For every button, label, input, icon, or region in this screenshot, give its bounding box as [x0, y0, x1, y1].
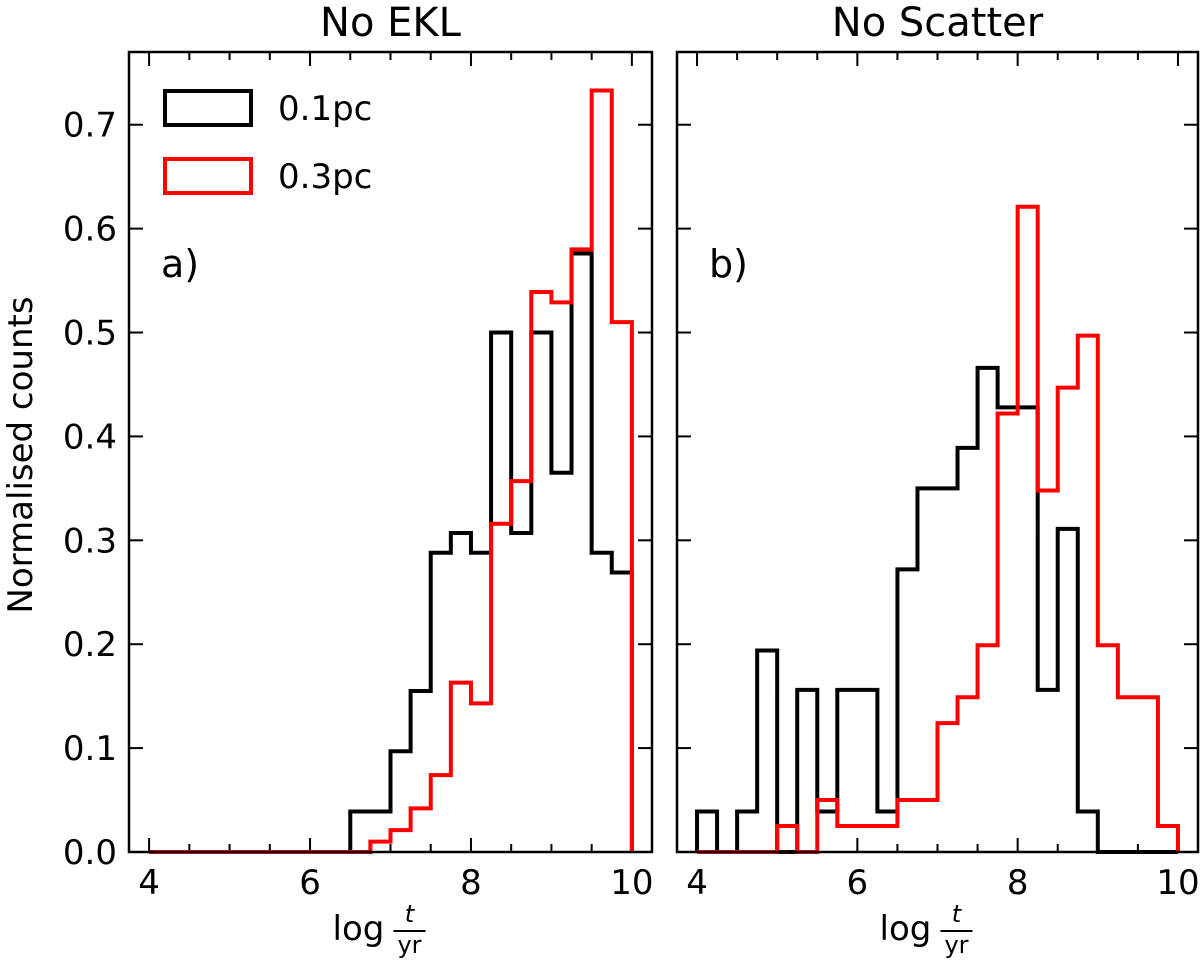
x-tick-label: 10 [610, 863, 653, 903]
y-tick-label: 0.2 [63, 625, 117, 665]
y-tick-label: 0.1 [63, 729, 117, 769]
histogram-series [149, 88, 634, 854]
x-tick-label: 6 [299, 863, 321, 903]
x-axis-label-numerator: t [405, 900, 416, 928]
legend-swatch [163, 157, 253, 195]
panel-label: b) [709, 242, 748, 286]
x-tick-label: 8 [1007, 863, 1029, 903]
legend-label: 0.1pc [278, 89, 372, 129]
series-0-1pc-step [695, 365, 1178, 854]
plot-frame [127, 50, 654, 854]
plot-frame [675, 50, 1200, 854]
axis-ticks: 4 6 8 10 [677, 52, 1200, 903]
x-axis-label-numerator: t [952, 900, 963, 928]
panel-title: No Scatter [832, 0, 1044, 46]
x-tick-label: 8 [460, 863, 482, 903]
y-tick-label: 0.7 [63, 106, 117, 146]
y-tick-label: 0.6 [63, 210, 117, 250]
y-tick-label: 0.0 [63, 833, 117, 873]
y-axis-label: Normalised counts [1, 296, 41, 613]
x-tick-label: 6 [847, 863, 869, 903]
axis-ticks: 4 6 8 10 0.0 0.1 0.2 0.3 0.4 0.5 0.6 0.7 [63, 52, 654, 903]
x-axis-label: log [333, 909, 385, 949]
x-tick-label: 4 [686, 863, 708, 903]
y-tick-label: 0.5 [63, 314, 117, 354]
x-axis-label: log [880, 909, 932, 949]
series-0-1pc-step [149, 251, 634, 854]
y-tick-label: 0.3 [63, 521, 117, 561]
x-axis-label-denominator: yr [944, 931, 968, 959]
series-0-3pc-step [697, 204, 1180, 854]
panel-no-ekl: No EKL a) 4 6 8 100.00.10.20.30.40.50.60.7 … [63, 0, 654, 959]
legend-swatch [163, 89, 253, 127]
legend: 0.1pc 0.3pc [163, 89, 372, 197]
panel-no-scatter: No Scatter b) 4 6 8 10 log t yr [675, 0, 1200, 959]
legend-label: 0.3pc [278, 157, 372, 197]
x-axis-label-denominator: yr [397, 931, 421, 959]
histogram-series [695, 204, 1180, 854]
x-tick-label: 4 [138, 863, 160, 903]
panel-label: a) [161, 242, 199, 286]
panel-title: No EKL [320, 0, 462, 46]
x-axis-label-prefix: log [880, 909, 932, 949]
x-axis-label-prefix: log [333, 909, 385, 949]
x-tick-label: 10 [1156, 863, 1199, 903]
y-tick-label: 0.4 [63, 417, 117, 457]
